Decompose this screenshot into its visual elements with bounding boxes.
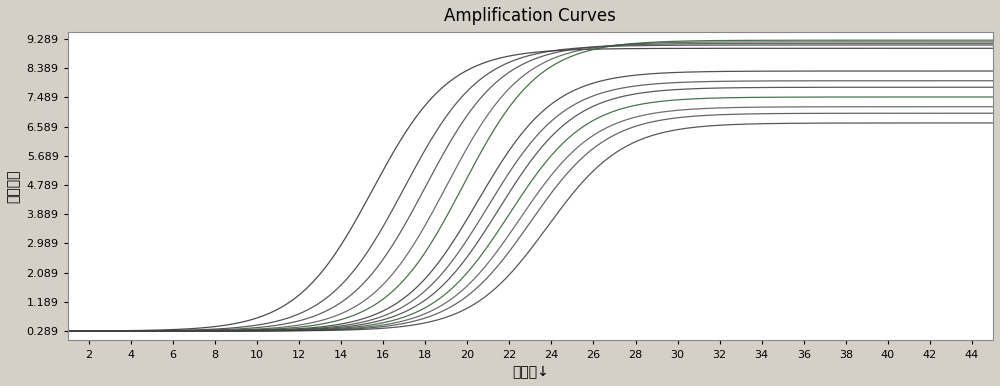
X-axis label: 循环数↓: 循环数↓	[512, 365, 549, 379]
Y-axis label: 荧光强度: 荧光强度	[7, 169, 21, 203]
Title: Amplification Curves: Amplification Curves	[444, 7, 616, 25]
